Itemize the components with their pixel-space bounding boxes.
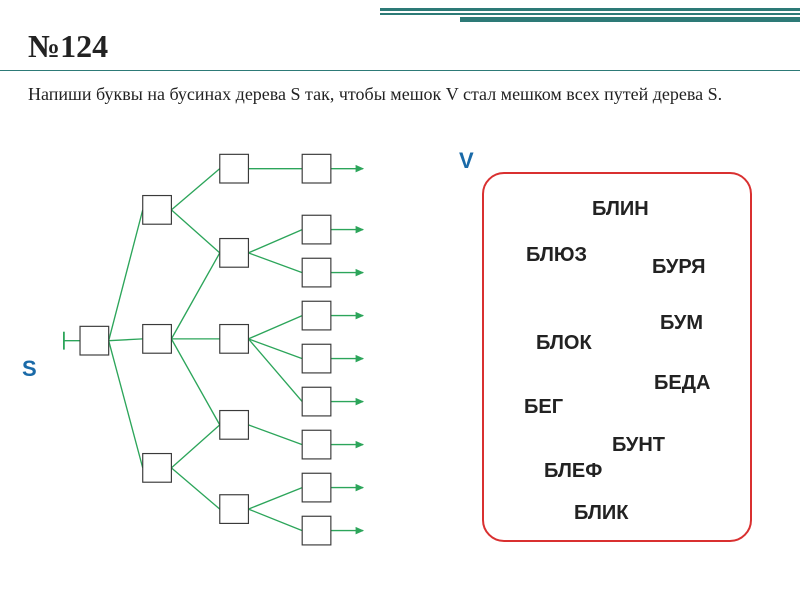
tree-edge: [171, 253, 219, 339]
bag-word: БЛЕФ: [544, 460, 602, 483]
tree-edge: [248, 230, 302, 253]
tree-node: [220, 325, 249, 354]
bag-word: БЛОК: [536, 332, 592, 355]
tree-edge: [171, 210, 219, 253]
bag-word: БЕГ: [524, 396, 563, 419]
tree-node: [302, 301, 331, 330]
bag-word: БЛИК: [574, 502, 629, 525]
tree-node: [220, 239, 249, 268]
tree-edge: [248, 253, 302, 273]
tree-node: [302, 258, 331, 287]
tree-edge: [171, 468, 219, 509]
tree-diagram: [20, 140, 450, 570]
tree-node: [302, 387, 331, 416]
tree-edge: [248, 425, 302, 445]
bag-word: БУРЯ: [652, 256, 706, 279]
word-bag: БЛИНБЛЮЗ БУРЯ БУМ БЛОК БЕДА БЕГ БУНТ БЛЕФ БЛИК: [482, 172, 752, 542]
tree-node: [143, 454, 172, 483]
tree-edge: [248, 509, 302, 531]
bag-word: БЛИН: [592, 198, 649, 221]
tree-node: [220, 154, 249, 183]
tree-node: [220, 411, 249, 440]
separator-line: [0, 70, 800, 71]
tree-node: [143, 196, 172, 225]
tree-edge: [171, 169, 219, 210]
tree-node: [302, 154, 331, 183]
tree-node: [302, 215, 331, 244]
tree-edge: [109, 341, 143, 468]
tree-node: [302, 430, 331, 459]
tree-edge: [248, 316, 302, 339]
tree-node: [302, 473, 331, 502]
tree-node: [302, 344, 331, 373]
bag-word: БУМ: [660, 312, 703, 335]
tree-node: [80, 326, 109, 355]
tree-node: [220, 495, 249, 524]
v-label: V: [459, 148, 474, 174]
tree-edge: [171, 339, 219, 425]
tree-edge: [248, 488, 302, 510]
exercise-number: №124: [28, 28, 108, 65]
bag-word: БЕДА: [654, 372, 710, 395]
tree-edge: [109, 339, 143, 341]
header-decor-lines: [380, 8, 800, 26]
task-text: Напиши буквы на бусинах дерева S так, чт…: [28, 82, 772, 107]
tree-node: [302, 516, 331, 545]
tree-edge: [109, 210, 143, 341]
bag-word: БУНТ: [612, 434, 665, 457]
tree-edge: [171, 425, 219, 468]
bag-word: БЛЮЗ: [526, 244, 587, 267]
tree-node: [143, 325, 172, 354]
